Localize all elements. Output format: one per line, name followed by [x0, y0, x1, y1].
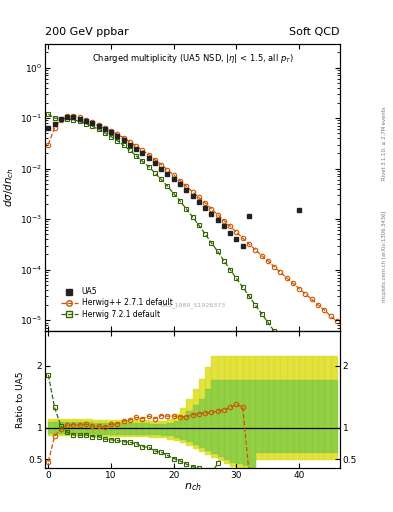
- Text: UA5_1989_S1926373: UA5_1989_S1926373: [160, 303, 226, 308]
- Text: 200 GeV ppbar: 200 GeV ppbar: [45, 27, 129, 37]
- Y-axis label: $d\sigma/dn_{ch}$: $d\sigma/dn_{ch}$: [2, 167, 16, 207]
- Text: Rivet 3.1.10; ≥ 2.7M events: Rivet 3.1.10; ≥ 2.7M events: [382, 106, 387, 180]
- Text: mcplots.cern.ch [arXiv:1306.3436]: mcplots.cern.ch [arXiv:1306.3436]: [382, 210, 387, 302]
- Y-axis label: Ratio to UA5: Ratio to UA5: [16, 372, 25, 428]
- Text: Charged multiplicity (UA5 NSD, $|\eta|$ < 1.5, all $p_T$): Charged multiplicity (UA5 NSD, $|\eta|$ …: [92, 52, 294, 65]
- X-axis label: $n_{ch}$: $n_{ch}$: [184, 482, 202, 494]
- Text: Soft QCD: Soft QCD: [290, 27, 340, 37]
- Legend: UA5, Herwig++ 2.7.1 default, Herwig 7.2.1 default: UA5, Herwig++ 2.7.1 default, Herwig 7.2.…: [58, 284, 175, 322]
